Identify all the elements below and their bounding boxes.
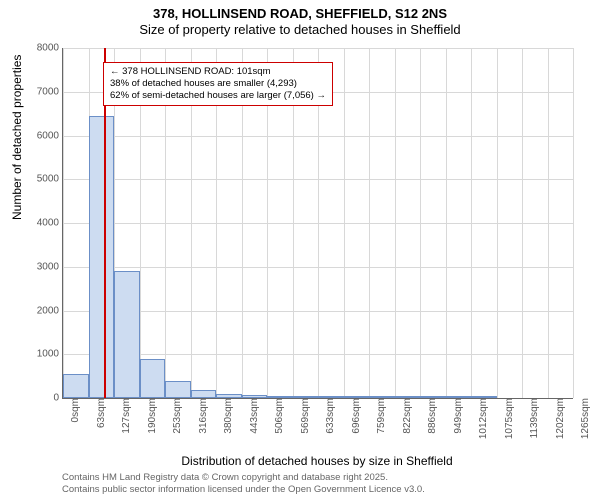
x-axis-label: Distribution of detached houses by size … bbox=[62, 454, 572, 468]
gridline-v bbox=[573, 48, 574, 398]
y-tick-label: 4000 bbox=[37, 218, 63, 229]
x-tick-label: 127sqm bbox=[117, 398, 132, 434]
x-tick-label: 63sqm bbox=[92, 398, 107, 428]
callout-line-1: ← 378 HOLLINSEND ROAD: 101sqm bbox=[110, 66, 326, 78]
gridline-v bbox=[522, 48, 523, 398]
attribution-block: Contains HM Land Registry data © Crown c… bbox=[62, 472, 425, 496]
histogram-bar bbox=[114, 271, 140, 398]
gridline-v bbox=[471, 48, 472, 398]
gridline-v bbox=[395, 48, 396, 398]
histogram-bar bbox=[89, 116, 115, 398]
callout-line-3: 62% of semi-detached houses are larger (… bbox=[110, 90, 326, 102]
x-tick-label: 380sqm bbox=[219, 398, 234, 434]
y-tick-label: 6000 bbox=[37, 130, 63, 141]
histogram-bar bbox=[242, 395, 268, 398]
x-tick-label: 0sqm bbox=[66, 398, 81, 422]
reference-callout: ← 378 HOLLINSEND ROAD: 101sqm 38% of det… bbox=[103, 62, 333, 106]
x-tick-label: 949sqm bbox=[449, 398, 464, 434]
y-tick-label: 5000 bbox=[37, 174, 63, 185]
chart-subtitle: Size of property relative to detached ho… bbox=[0, 22, 600, 37]
gridline-v bbox=[497, 48, 498, 398]
x-tick-label: 506sqm bbox=[270, 398, 285, 434]
gridline-v bbox=[420, 48, 421, 398]
attribution-line-1: Contains HM Land Registry data © Crown c… bbox=[62, 472, 425, 484]
chart-title: 378, HOLLINSEND ROAD, SHEFFIELD, S12 2NS bbox=[0, 6, 600, 21]
histogram-bar bbox=[140, 359, 166, 398]
histogram-bar bbox=[318, 396, 344, 398]
x-tick-label: 759sqm bbox=[372, 398, 387, 434]
histogram-bar bbox=[369, 396, 395, 398]
gridline-v bbox=[63, 48, 64, 398]
y-tick-label: 3000 bbox=[37, 261, 63, 272]
x-tick-label: 1075sqm bbox=[500, 398, 515, 439]
x-tick-label: 316sqm bbox=[194, 398, 209, 434]
histogram-bar bbox=[216, 394, 242, 398]
gridline-v bbox=[344, 48, 345, 398]
x-tick-label: 1265sqm bbox=[576, 398, 591, 439]
histogram-bar bbox=[344, 396, 370, 398]
histogram-bar bbox=[420, 396, 446, 398]
histogram-bar bbox=[471, 396, 497, 398]
x-tick-label: 1202sqm bbox=[551, 398, 566, 439]
gridline-v bbox=[446, 48, 447, 398]
y-tick-label: 0 bbox=[53, 393, 63, 404]
histogram-bar bbox=[293, 396, 319, 398]
x-tick-label: 569sqm bbox=[296, 398, 311, 434]
histogram-bar bbox=[446, 396, 472, 398]
x-tick-label: 886sqm bbox=[423, 398, 438, 434]
x-tick-label: 190sqm bbox=[143, 398, 158, 434]
y-tick-label: 2000 bbox=[37, 305, 63, 316]
attribution-line-2: Contains public sector information licen… bbox=[62, 484, 425, 496]
y-tick-label: 1000 bbox=[37, 349, 63, 360]
x-tick-label: 822sqm bbox=[398, 398, 413, 434]
histogram-bar bbox=[395, 396, 421, 398]
x-tick-label: 1139sqm bbox=[525, 398, 540, 438]
x-tick-label: 443sqm bbox=[245, 398, 260, 434]
y-tick-label: 8000 bbox=[37, 43, 63, 54]
histogram-bar bbox=[63, 374, 89, 398]
x-tick-label: 253sqm bbox=[168, 398, 183, 434]
histogram-bar bbox=[267, 396, 293, 398]
chart-plot-area: 0100020003000400050006000700080000sqm63s… bbox=[62, 48, 573, 399]
histogram-bar bbox=[191, 390, 217, 398]
x-tick-label: 1012sqm bbox=[474, 398, 489, 439]
x-tick-label: 633sqm bbox=[321, 398, 336, 434]
y-tick-label: 7000 bbox=[37, 86, 63, 97]
x-tick-label: 696sqm bbox=[347, 398, 362, 434]
gridline-v bbox=[369, 48, 370, 398]
callout-line-2: 38% of detached houses are smaller (4,29… bbox=[110, 78, 326, 90]
y-axis-label: Number of detached properties bbox=[10, 55, 24, 220]
gridline-v bbox=[548, 48, 549, 398]
histogram-bar bbox=[165, 381, 191, 399]
chart-title-block: 378, HOLLINSEND ROAD, SHEFFIELD, S12 2NS… bbox=[0, 0, 600, 37]
